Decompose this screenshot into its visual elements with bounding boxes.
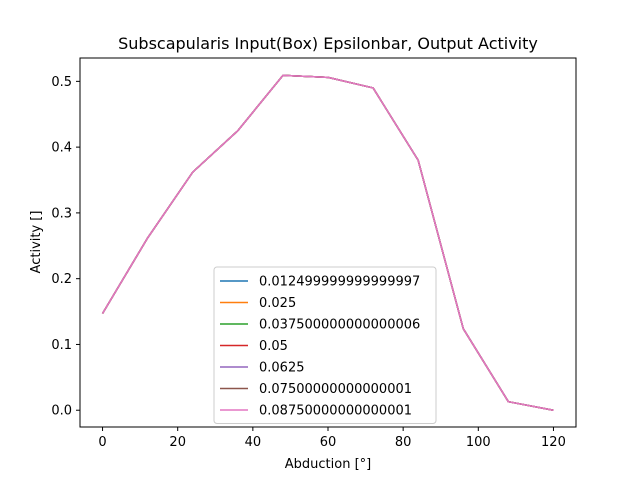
x-tick-label: 100 [466,435,491,450]
x-tick-label: 120 [541,435,566,450]
y-axis: 0.0 0.1 0.2 0.3 0.4 0.5 [51,75,80,419]
x-tick-label: 80 [395,435,412,450]
legend-entry: 0.012499999999999997 [259,275,420,290]
series-lines [101,74,554,411]
y-tick-label: 0.2 [51,272,72,287]
series-line-7 [101,74,554,411]
legend-entry: 0.07500000000000001 [259,382,412,397]
y-tick-label: 0.4 [51,141,72,156]
x-tick-label: 40 [245,435,262,450]
y-tick-label: 0.1 [51,338,72,353]
y-tick-label: 0.3 [51,206,72,221]
x-axis-label: Abduction [°] [285,457,371,472]
x-axis: 0 20 40 60 80 100 120 [98,427,566,450]
legend-entry: 0.08750000000000001 [259,404,412,419]
legend-box [213,266,437,424]
x-tick-label: 60 [320,435,337,450]
legend-entry: 0.025 [259,296,296,311]
x-tick-label: 20 [169,435,186,450]
legend: 0.012499999999999997 0.025 0.0375000000000… [213,266,437,424]
y-tick-label: 0.5 [51,75,72,90]
legend-entry: 0.0625 [259,361,305,376]
chart-title: Subscapularis Input(Box) Epsilonbar, Out… [118,34,538,53]
x-tick-label: 0 [98,435,106,450]
y-axis-label: Activity [] [29,211,44,274]
legend-entry: 0.037500000000000006 [259,318,420,333]
legend-entry: 0.05 [259,339,288,354]
y-tick-label: 0.0 [51,404,72,419]
